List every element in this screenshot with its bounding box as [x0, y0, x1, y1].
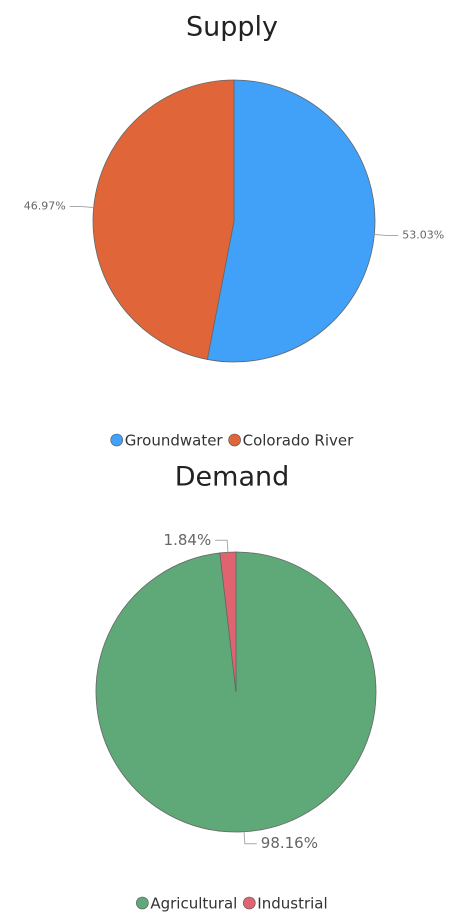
legend-label: Industrial	[257, 895, 327, 913]
legend-marker	[228, 433, 241, 447]
leader-line	[243, 831, 257, 845]
data-label: 53.03%	[402, 229, 444, 242]
legend-label: Colorado River	[243, 432, 355, 450]
chart-title: Supply	[186, 12, 278, 43]
legend-marker	[242, 896, 256, 910]
data-label: 98.16%	[261, 834, 318, 852]
data-label: 46.97%	[24, 199, 66, 212]
pie-slice	[92, 79, 235, 360]
legend-label: Groundwater	[125, 432, 224, 450]
legend-label: Agricultural	[150, 895, 237, 913]
data-label: 1.84%	[164, 531, 212, 549]
leader-line	[215, 539, 229, 553]
leader-line	[374, 233, 399, 237]
chart-title: Demand	[175, 462, 290, 493]
legend-marker	[110, 433, 123, 447]
legend-marker	[136, 896, 149, 910]
leader-line	[69, 205, 94, 209]
pie-slice	[219, 551, 237, 693]
